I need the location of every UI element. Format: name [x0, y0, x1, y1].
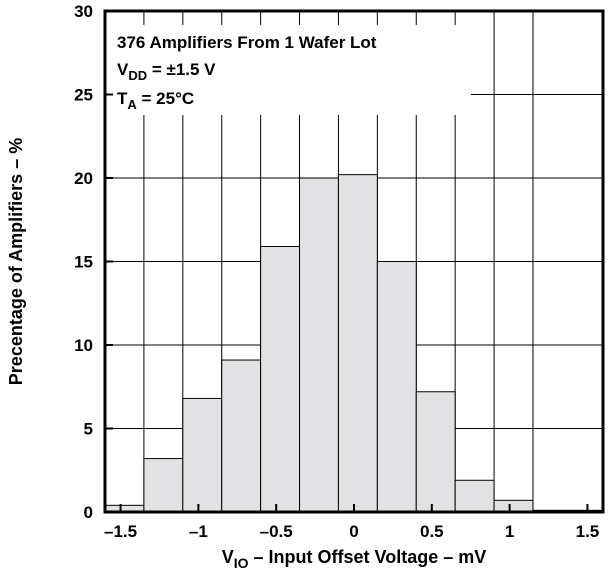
histogram-bar [143, 458, 184, 513]
x-tick-label: –1 [189, 522, 208, 541]
histogram-bar [182, 397, 223, 513]
y-tick-label: 10 [74, 336, 93, 355]
y-tick-label: 5 [84, 420, 93, 439]
y-axis-label: Precentage of Amplifiers – % [6, 138, 26, 385]
histogram-bar [260, 245, 301, 513]
y-tick-labels: 0 5 10 15 20 25 30 [74, 2, 93, 522]
histogram-bar [221, 359, 262, 513]
annotation-line-2: VDD = ±1.5 V [117, 60, 216, 83]
histogram-bar [454, 479, 495, 513]
y-tick-label: 20 [74, 169, 93, 188]
x-tick-labels: –1.5 –1 –0.5 0 0.5 1 1.5 [104, 522, 599, 541]
y-tick-label: 15 [74, 253, 93, 272]
annotation-box [113, 25, 471, 115]
x-tick-label: 1.5 [576, 522, 600, 541]
histogram-bar [415, 391, 456, 513]
x-tick-label: 0 [349, 522, 358, 541]
x-tick-label: 1 [505, 522, 514, 541]
y-tick-label: 0 [84, 503, 93, 522]
x-tick-label: –1.5 [104, 522, 137, 541]
histogram-bar [376, 261, 417, 513]
histogram-bars [104, 174, 604, 513]
annotation-line-1: 376 Amplifiers From 1 Wafer Lot [117, 33, 377, 52]
x-axis-label: VIO – Input Offset Voltage – mV [222, 547, 487, 571]
annotation-text: 376 Amplifiers From 1 Wafer Lot VDD = ±1… [117, 33, 377, 112]
x-tick-label: –0.5 [260, 522, 293, 541]
axis-ticks [105, 10, 589, 513]
x-tick-label: 0.5 [420, 522, 444, 541]
y-tick-label: 25 [74, 86, 93, 105]
histogram-bar [337, 174, 378, 513]
annotation-line-3: TA = 25°C [117, 89, 194, 112]
histogram-bar [299, 177, 339, 513]
histogram-bar [493, 499, 534, 513]
y-tick-label: 30 [74, 2, 93, 21]
